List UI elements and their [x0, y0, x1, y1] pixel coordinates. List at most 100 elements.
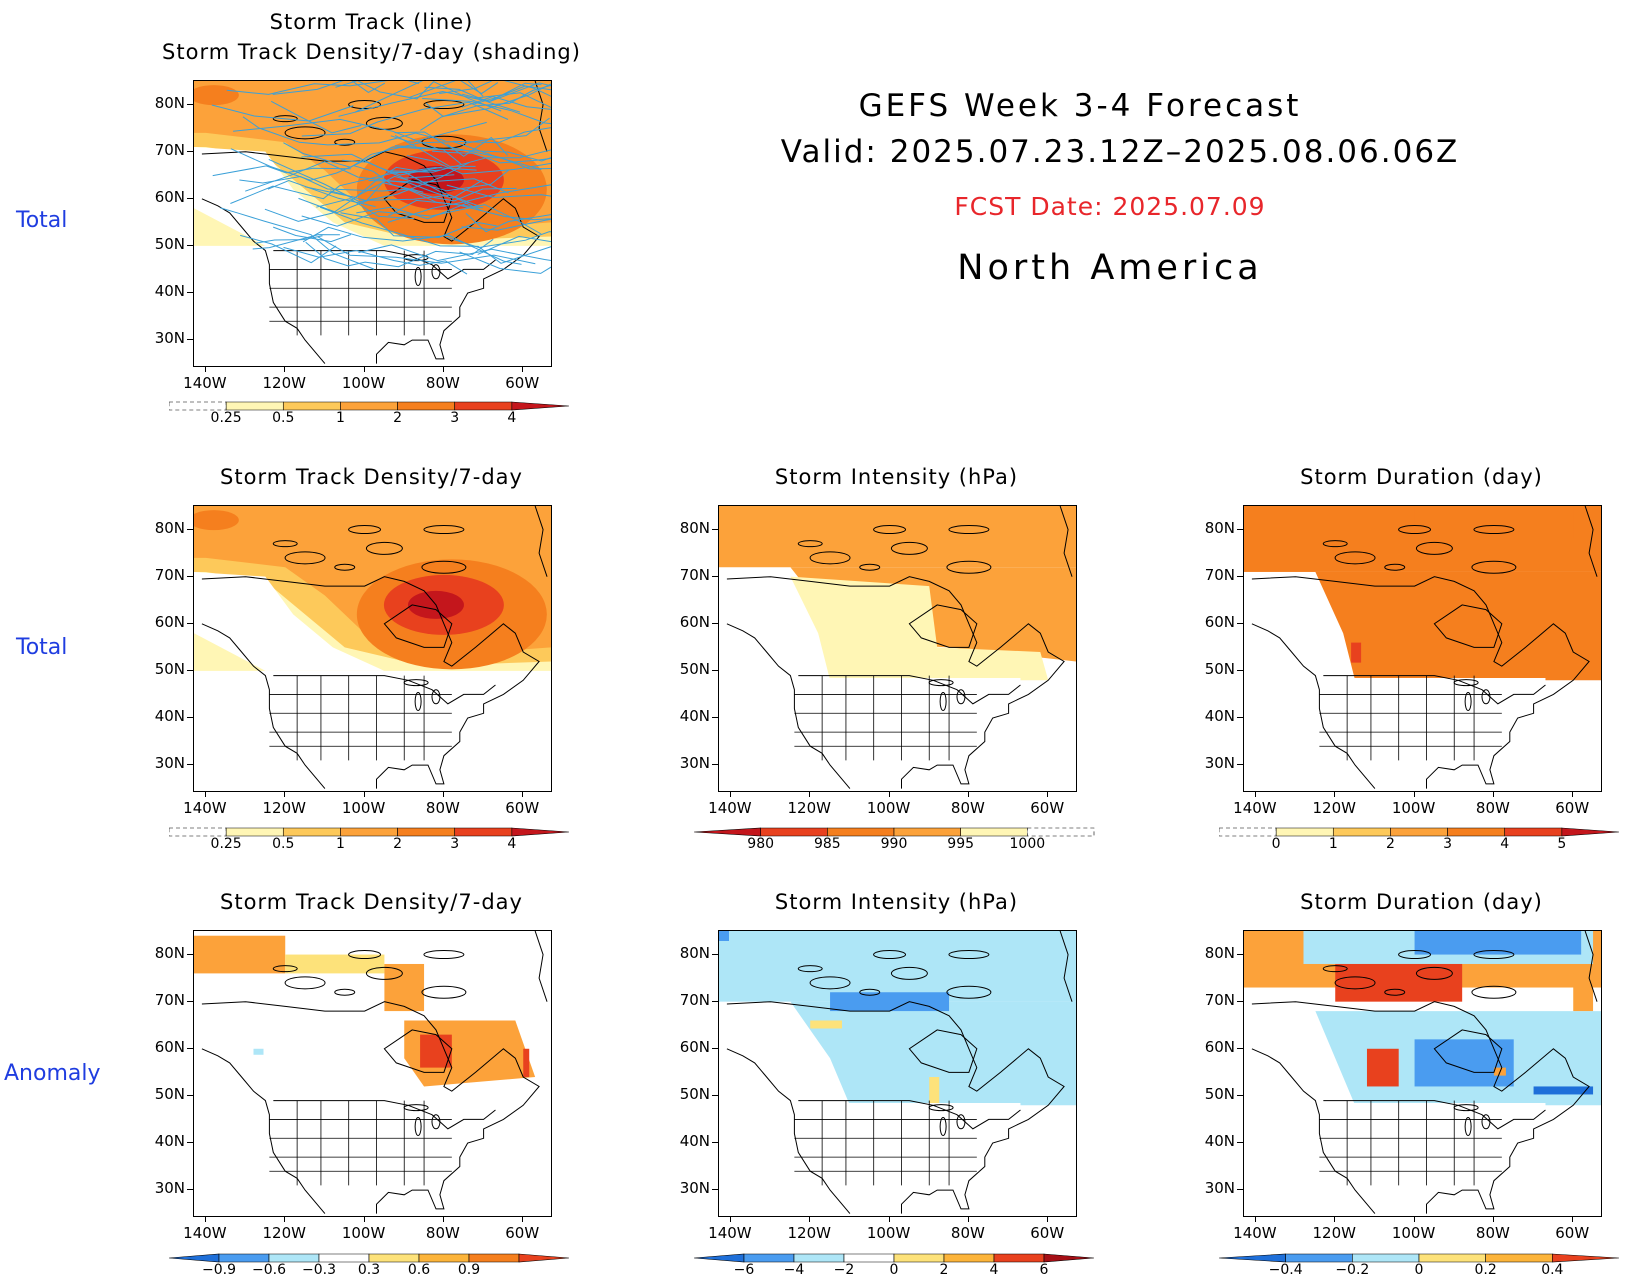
- shading-layer: [719, 506, 1076, 681]
- lon-tick-mark: [1254, 791, 1256, 797]
- colorbar-label: 2: [393, 410, 403, 426]
- row-label-anomaly: Anomaly: [4, 1061, 101, 1086]
- lon-tick-mark: [522, 791, 524, 797]
- lat-tick-mark: [1237, 764, 1243, 766]
- colorbar-swatch: [1390, 827, 1448, 837]
- lon-tick-label: 120W: [1312, 1224, 1356, 1242]
- storm-track-line: [212, 165, 351, 177]
- colorbar-label: 3: [450, 836, 460, 852]
- lon-tick-label: 120W: [1312, 799, 1356, 817]
- lat-tick-label: 30N: [154, 1179, 185, 1198]
- storm-track-line: [283, 141, 542, 171]
- lon-tick-mark: [284, 366, 286, 372]
- panel-title-p3-0: Storm Intensity (hPa): [774, 465, 1019, 489]
- lon-tick-label: 120W: [787, 799, 831, 817]
- lat-tick-mark: [1237, 1094, 1243, 1096]
- lon-tick-label: 140W: [708, 799, 752, 817]
- colorbar-label: 1000: [1009, 836, 1046, 852]
- map-panel-p5: [193, 930, 552, 1217]
- colorbar-swatch: [268, 1253, 320, 1263]
- lat-tick-label: 50N: [154, 234, 185, 253]
- shading-layer: [194, 935, 536, 1087]
- storm-track-line: [477, 235, 551, 255]
- lon-tick-label: 60W: [1555, 1224, 1590, 1242]
- storm-track-line: [439, 81, 551, 97]
- colorbar-label: 985: [813, 836, 841, 852]
- lat-tick-mark: [712, 1141, 718, 1143]
- storm-track-line: [446, 136, 509, 157]
- lon-tick-label: 120W: [787, 1224, 831, 1242]
- lat-tick-mark: [1237, 1000, 1243, 1002]
- lat-tick-mark: [1237, 1047, 1243, 1049]
- colorbar-label: 0.5: [272, 410, 295, 426]
- lat-tick-label: 70N: [154, 565, 185, 584]
- colorbar-label: 4: [1500, 836, 1510, 852]
- lon-tick-mark: [522, 366, 524, 372]
- lon-tick-mark: [363, 791, 365, 797]
- no-data-mask: [790, 1102, 1021, 1216]
- colorbar-label: 3: [450, 410, 460, 426]
- lon-tick-mark: [1492, 791, 1494, 797]
- colorbar-swatch: [960, 827, 1028, 837]
- coastline-layer: [201, 506, 548, 789]
- lat-tick-label: 70N: [154, 140, 185, 159]
- lon-tick-label: 100W: [1391, 799, 1436, 817]
- state-borders: [794, 1100, 977, 1186]
- lat-tick-label: 50N: [679, 1084, 710, 1103]
- state-borders: [269, 675, 452, 761]
- lon-tick-mark: [1254, 1216, 1256, 1222]
- storm-track-line: [319, 206, 551, 264]
- lon-tick-mark: [363, 1216, 365, 1222]
- storm-track-line: [301, 153, 442, 176]
- storm-track-line: [387, 184, 551, 223]
- storm-track-line: [461, 218, 551, 231]
- lat-tick-label: 80N: [154, 518, 185, 537]
- coastline-layer: [201, 81, 548, 364]
- colorbar-label: 1: [1328, 836, 1338, 852]
- colorbar-label: −2: [833, 1262, 855, 1278]
- lon-tick-label: 140W: [1233, 799, 1277, 817]
- row-label-total-2: Total: [16, 635, 68, 660]
- lat-tick-mark: [187, 1047, 193, 1049]
- lat-tick-label: 50N: [1204, 659, 1235, 678]
- lat-tick-mark: [712, 575, 718, 577]
- lon-tick-label: 120W: [262, 374, 306, 392]
- lon-tick-mark: [204, 1216, 206, 1222]
- colorbar-swatch: [168, 401, 227, 411]
- lat-tick-mark: [187, 528, 193, 530]
- colorbar-swatch: [1447, 827, 1506, 837]
- lat-tick-label: 50N: [154, 1084, 185, 1103]
- storm-track-line: [245, 160, 483, 199]
- lon-tick-mark: [442, 791, 444, 797]
- lat-tick-label: 30N: [1204, 754, 1235, 773]
- panel-title-p6-0: Storm Intensity (hPa): [774, 890, 1019, 914]
- storm-track-line: [270, 100, 362, 134]
- lat-tick-mark: [187, 716, 193, 718]
- lat-tick-mark: [187, 1094, 193, 1096]
- colorbar-p5: [168, 1250, 589, 1269]
- storm-tracks: [211, 81, 551, 275]
- map-panel-p2: [193, 505, 552, 792]
- storm-track-line: [230, 146, 463, 181]
- lat-tick-mark: [712, 716, 718, 718]
- no-data-mask: [1315, 677, 1546, 791]
- lat-tick-mark: [187, 197, 193, 199]
- storm-track-line: [233, 118, 439, 150]
- colorbar-swatch: [368, 1253, 420, 1263]
- storm-track-line: [461, 82, 551, 102]
- lat-tick-mark: [187, 622, 193, 624]
- lon-tick-mark: [363, 366, 365, 372]
- storm-track-line: [353, 165, 517, 202]
- storm-track-line: [240, 234, 337, 264]
- storm-track-line: [305, 238, 494, 268]
- lon-tick-label: 100W: [341, 799, 386, 817]
- lat-tick-mark: [712, 953, 718, 955]
- lat-tick-label: 40N: [154, 706, 185, 725]
- colorbar-label: −0.9: [202, 1262, 236, 1278]
- storm-track-line: [264, 169, 510, 222]
- colorbar-label: 2: [393, 836, 403, 852]
- colorbar-swatch: [1504, 827, 1563, 837]
- lat-tick-label: 80N: [679, 518, 710, 537]
- colorbar-label: 0.3: [357, 1262, 381, 1278]
- lon-tick-label: 100W: [866, 1224, 911, 1242]
